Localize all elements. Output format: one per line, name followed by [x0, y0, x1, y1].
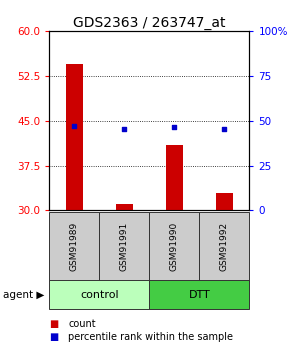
Text: GSM91989: GSM91989	[70, 222, 79, 271]
Text: ■: ■	[49, 333, 59, 342]
Point	[172, 124, 177, 130]
Text: control: control	[80, 290, 119, 299]
Text: DTT: DTT	[188, 290, 210, 299]
Text: count: count	[68, 319, 96, 328]
Bar	[116, 205, 133, 210]
Point	[222, 126, 227, 131]
Bar	[66, 64, 83, 210]
Point	[122, 126, 127, 132]
Text: agent ▶: agent ▶	[3, 290, 44, 299]
Text: GSM91992: GSM91992	[220, 222, 229, 271]
Point	[72, 124, 77, 129]
Bar	[216, 193, 233, 210]
Text: GSM91991: GSM91991	[120, 222, 129, 271]
Text: GSM91990: GSM91990	[170, 222, 179, 271]
Bar	[166, 145, 183, 210]
Text: ■: ■	[49, 319, 59, 328]
Text: percentile rank within the sample: percentile rank within the sample	[68, 333, 233, 342]
Title: GDS2363 / 263747_at: GDS2363 / 263747_at	[73, 16, 226, 30]
